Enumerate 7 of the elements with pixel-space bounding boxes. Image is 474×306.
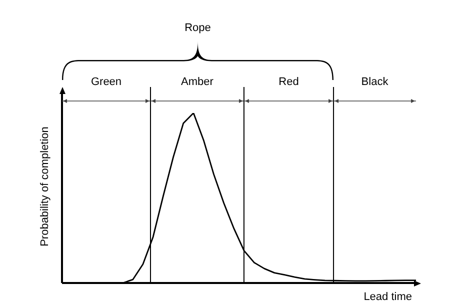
y-axis-title: Probability of completion — [39, 126, 52, 246]
text: Red — [278, 76, 299, 88]
text: Black — [361, 76, 389, 88]
text: Green — [90, 76, 122, 88]
text: Amber — [181, 76, 214, 88]
text: Rope — [184, 22, 211, 34]
x-axis-title: Lead time — [364, 291, 412, 304]
